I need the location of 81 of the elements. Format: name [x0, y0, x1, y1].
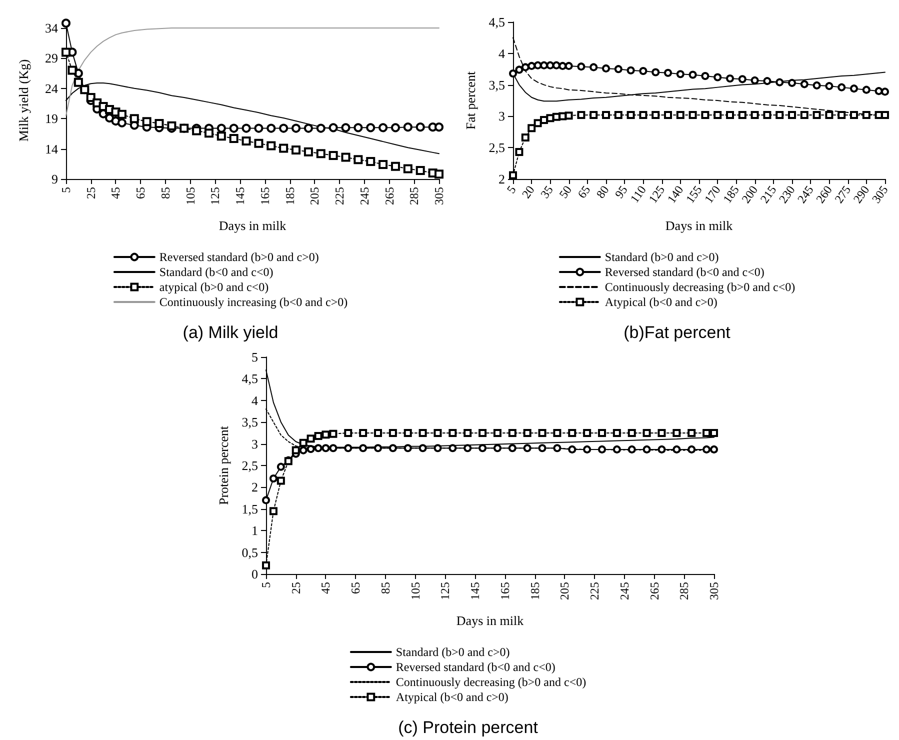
x-tick-label: 125 — [438, 582, 452, 600]
x-tick-label: 65 — [348, 582, 363, 594]
x-tick-label: 245 — [357, 187, 372, 205]
text: (c) Protein percent — [398, 718, 538, 737]
y-tick-label: 4,5 — [488, 14, 505, 30]
x-tick-label: 65 — [134, 187, 148, 199]
text: (a) Milk yield — [182, 323, 278, 342]
legend-label: Continuously decreasing (b>0 and c<0) — [604, 280, 796, 294]
x-tick-label: 285 — [677, 582, 692, 600]
legend-label: Reversed standard (b>0 and c>0) — [159, 250, 319, 264]
legend-label: atypical (b>0 and c<0) — [159, 280, 269, 294]
x-tick-label: 185 — [282, 187, 297, 205]
x-axis-title: Days in milk — [456, 613, 524, 628]
y-tick-label: 3,5 — [242, 414, 258, 430]
y-tick-label: 3,5 — [488, 77, 505, 92]
y-tick-label: 4,5 — [242, 371, 258, 386]
y-tick-label: 5 — [252, 350, 258, 364]
y-tick-label: 2 — [498, 172, 505, 186]
x-tick-label: 65 — [574, 182, 594, 201]
y-tick-label: 19 — [45, 111, 58, 126]
y-tick-label: 4 — [498, 46, 506, 61]
y-tick-label: 24 — [45, 80, 58, 96]
y-tick-label: 4 — [252, 392, 258, 408]
legend-label: Atypical (b<0 and c>0) — [604, 295, 718, 309]
x-tick-label: 225 — [588, 582, 602, 600]
x-tick-label: 305 — [432, 187, 446, 205]
x-tick-label: 45 — [318, 582, 333, 594]
x-tick-label: 285 — [407, 187, 422, 205]
y-tick-label: 34 — [45, 20, 58, 36]
x-tick-label: 105 — [408, 582, 422, 600]
y-tick-label: 3 — [498, 108, 505, 124]
x-tick-label: 105 — [183, 187, 198, 205]
y-axis-title: Milk yield (Kg) — [16, 59, 31, 142]
x-tick-label: 205 — [308, 187, 322, 205]
x-tick-label: 80 — [593, 182, 612, 201]
x-tick-label: 305 — [707, 582, 721, 600]
x-tick-label: 20 — [518, 182, 538, 201]
legend-label: Atypical (b<0 and c>0) — [396, 690, 508, 704]
legend-label: Reversed standard (b<0 and c<0) — [396, 660, 556, 674]
y-tick-label: 1 — [252, 523, 258, 538]
y-tick-label: 9 — [52, 172, 58, 186]
x-tick-label: 205 — [558, 582, 572, 600]
x-tick-label: 265 — [382, 187, 396, 205]
y-tick-label: 14 — [45, 141, 58, 156]
y-axis-title: Protein percent — [216, 426, 231, 506]
x-tick-label: 225 — [332, 187, 347, 205]
x-axis-title: Days in milk — [218, 218, 287, 233]
x-tick-label: 165 — [498, 582, 512, 600]
x-tick-label: 35 — [538, 182, 556, 201]
legend-label: Continuously decreasing (b>0 and c<0) — [396, 675, 586, 689]
x-tick-label: 185 — [528, 582, 542, 600]
x-tick-label: 85 — [158, 187, 172, 199]
x-tick-label: 265 — [647, 582, 662, 600]
y-tick-label: 0 — [252, 566, 258, 582]
y-tick-label: 2 — [252, 480, 258, 495]
x-tick-label: 245 — [617, 582, 632, 600]
x-tick-label: 25 — [84, 187, 98, 199]
y-tick-label: 3 — [252, 436, 258, 452]
x-axis-title: Days in milk — [665, 218, 734, 233]
x-tick-label: 145 — [233, 187, 248, 205]
legend-label: Standard (b<0 and c<0) — [159, 265, 274, 279]
y-tick-label: 2,5 — [242, 458, 258, 473]
y-tick-label: 0,5 — [242, 544, 258, 560]
y-tick-label: 29 — [45, 50, 58, 66]
legend-label: Continuously increasing (b<0 and c>0) — [159, 295, 348, 309]
x-tick-label: 45 — [108, 187, 123, 199]
x-tick-label: 125 — [208, 187, 222, 205]
y-tick-label: 1,5 — [242, 501, 258, 516]
x-tick-label: 145 — [468, 582, 482, 600]
x-tick-label: 5 — [59, 187, 73, 193]
text: (b)Fat percent — [624, 323, 731, 342]
y-axis-title: Fat percent — [463, 71, 478, 130]
x-tick-label: 25 — [288, 582, 303, 594]
y-tick-label: 2,5 — [488, 140, 505, 156]
legend-label: Standard (b>0 and c>0) — [396, 645, 510, 659]
legend-label: Reversed standard (b<0 and c<0) — [604, 265, 764, 279]
legend-label: Standard (b>0 and c>0) — [604, 250, 719, 264]
x-tick-label: 5 — [259, 582, 273, 588]
x-tick-label: 165 — [258, 187, 272, 205]
x-tick-label: 50 — [556, 182, 575, 201]
x-tick-label: 85 — [378, 582, 392, 594]
